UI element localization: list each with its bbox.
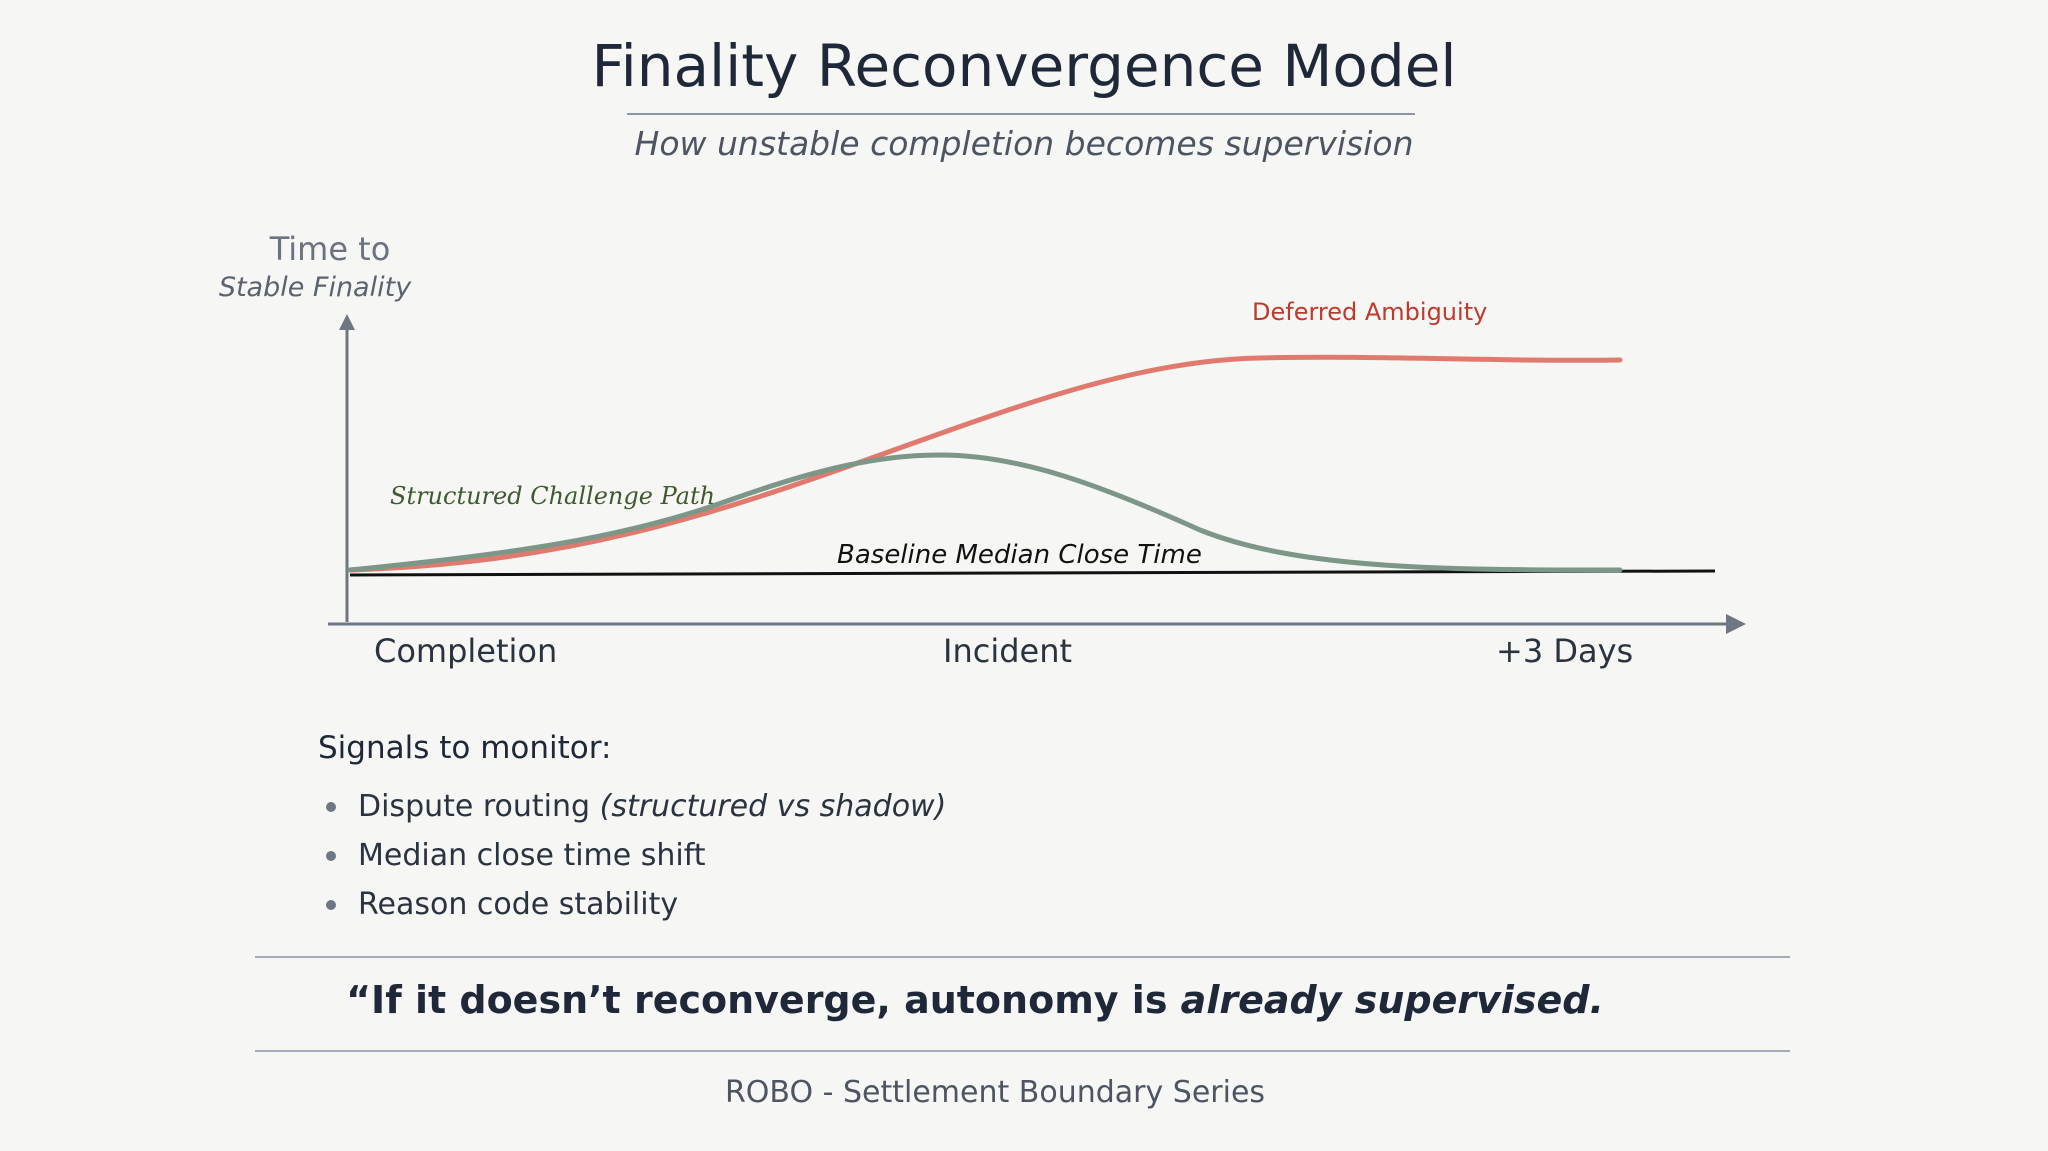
signal-item: Dispute routing (structured vs shadow) (326, 782, 946, 831)
quote-bottom-divider (255, 1050, 1790, 1052)
series-footer: ROBO - Settlement Boundary Series (724, 1075, 1266, 1110)
signals-list: Dispute routing (structured vs shadow) M… (326, 782, 946, 929)
x-axis-arrowhead (1726, 614, 1746, 634)
quote-text: “If it doesn’t reconverge, autonomy is (346, 978, 1181, 1022)
structured-challenge-path-label: Structured Challenge Path (390, 482, 715, 510)
signal-item-text: Median close time shift (358, 838, 706, 873)
bullet-icon (326, 850, 336, 861)
closing-quote: “If it doesn’t reconverge, autonomy is a… (0, 978, 1950, 1022)
x-tick-incident: Incident (943, 632, 1073, 670)
signal-item-text: Reason code stability (358, 887, 679, 922)
signal-item-text: Dispute routing (358, 789, 600, 824)
signals-heading: Signals to monitor: (318, 730, 612, 766)
signal-item: Reason code stability (326, 880, 946, 929)
quote-emphasis: already supervised. (1180, 978, 1604, 1022)
x-tick-completion: Completion (374, 632, 558, 670)
bullet-icon (326, 899, 336, 910)
chart-subtitle: How unstable completion becomes supervis… (634, 124, 1414, 163)
quote-top-divider (255, 956, 1790, 958)
deferred-ambiguity-curve-full (347, 354, 1623, 573)
y-axis-arrowhead (339, 314, 355, 330)
baseline-median-close-time-label: Baseline Median Close Time (837, 540, 1202, 570)
title-underline (627, 113, 1415, 115)
chart-title: Finality Reconvergence Model (591, 32, 1457, 100)
structured-challenge-path-curve (347, 452, 1623, 573)
x-tick-plus-3-days: +3 Days (1496, 632, 1634, 670)
y-axis-label-line1: Time to (269, 230, 391, 268)
bullet-icon (326, 801, 336, 812)
y-axis-label-line2: Stable Finality (218, 272, 412, 303)
signal-item: Median close time shift (326, 831, 946, 880)
deferred-ambiguity-label: Deferred Ambiguity (1252, 298, 1487, 326)
signal-item-emphasis: (structured vs shadow) (599, 789, 947, 824)
